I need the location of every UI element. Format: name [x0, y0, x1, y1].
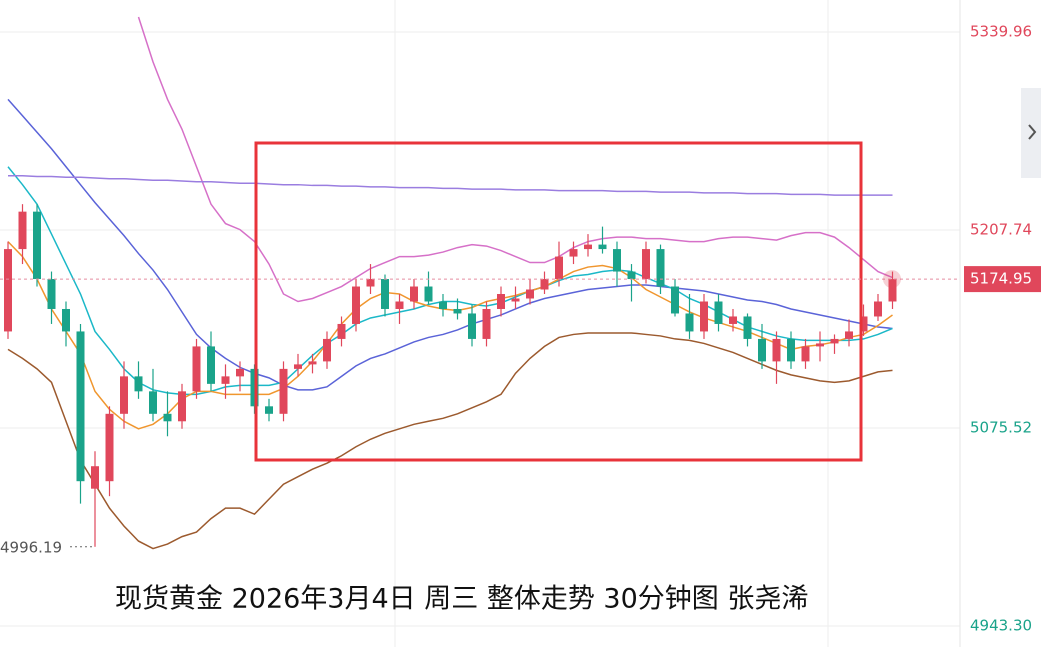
candle-body: [221, 376, 230, 384]
candle-body: [33, 211, 41, 280]
candle-body: [772, 338, 781, 362]
candle-body: [105, 413, 114, 482]
candle-body: [743, 316, 752, 339]
candle-body: [700, 301, 708, 332]
candle-body: [627, 271, 636, 280]
candle-body: [482, 308, 491, 339]
y-tick-label: 5207.74: [970, 221, 1032, 239]
candle-body: [91, 466, 99, 489]
candle-body: [453, 308, 462, 314]
candle-body: [4, 249, 12, 332]
candle-body: [656, 249, 665, 287]
candle-body: [18, 211, 27, 250]
ma-line: [7, 98, 893, 391]
low-marker-label: 4996.19: [0, 538, 62, 556]
candle-body: [308, 361, 317, 365]
candle-body: [279, 368, 288, 414]
candle-body: [787, 338, 795, 362]
candle-body: [584, 244, 592, 250]
candle-body: [642, 249, 650, 280]
candle-body: [671, 286, 679, 314]
candle-body: [845, 331, 853, 339]
candle-body: [859, 316, 868, 332]
ma-line: [7, 332, 893, 550]
candle-body: [685, 313, 694, 332]
candle-body: [540, 279, 549, 290]
chart-title: 现货黄金 2026年3月4日 周三 整体走势 30分钟图 张尧浠: [115, 584, 808, 615]
candle-body: [874, 301, 882, 317]
candle-body: [265, 406, 273, 414]
candle-body: [511, 298, 520, 302]
candle-body: [569, 249, 578, 257]
last-price-dot: [883, 270, 901, 289]
candle-body: [62, 308, 70, 332]
ma-line: [137, 16, 893, 303]
candle-body: [323, 338, 331, 362]
candle-body: [801, 346, 810, 362]
highlight-box: [254, 141, 863, 462]
last-price-tag: [964, 266, 1041, 293]
y-tick-label: 4943.30: [970, 617, 1032, 635]
candle-body: [163, 413, 172, 422]
candle-body: [47, 279, 56, 309]
candle-body: [497, 294, 505, 309]
candle-body: [120, 376, 128, 414]
side-toggle[interactable]: [1021, 88, 1041, 178]
candle-body: [729, 316, 737, 324]
candle-body: [381, 279, 389, 309]
candle-body: [207, 346, 215, 384]
y-tick-label: 5075.52: [970, 419, 1032, 437]
candle-body: [178, 391, 186, 422]
candle-body: [424, 286, 433, 302]
candle-body: [192, 346, 201, 392]
candle-body: [236, 368, 244, 377]
candle-body: [758, 338, 766, 362]
candle-body: [410, 286, 418, 302]
candle-body: [598, 244, 607, 250]
candle-body: [526, 289, 534, 299]
candle-body: [294, 364, 302, 369]
candle-body: [366, 279, 375, 287]
candle-body: [888, 279, 897, 302]
ma-line: [8, 174, 893, 196]
ma-line: [7, 241, 893, 430]
candle-body: [352, 286, 360, 324]
last-price-label: 5174.95: [970, 270, 1032, 288]
candle-body: [76, 331, 85, 482]
candle-body: [134, 376, 143, 392]
candle-body: [439, 301, 447, 309]
candle-body: [830, 338, 839, 344]
candle-body: [816, 343, 824, 347]
y-tick-label: 5339.96: [970, 23, 1032, 41]
candle-body: [714, 301, 723, 324]
candle-body: [555, 256, 563, 280]
candle-body: [395, 301, 404, 309]
chevron-icon: [1028, 124, 1037, 140]
candle-body: [613, 249, 621, 272]
candle-body: [337, 323, 346, 339]
candle-body: [468, 313, 476, 339]
candle-body: [149, 391, 157, 414]
